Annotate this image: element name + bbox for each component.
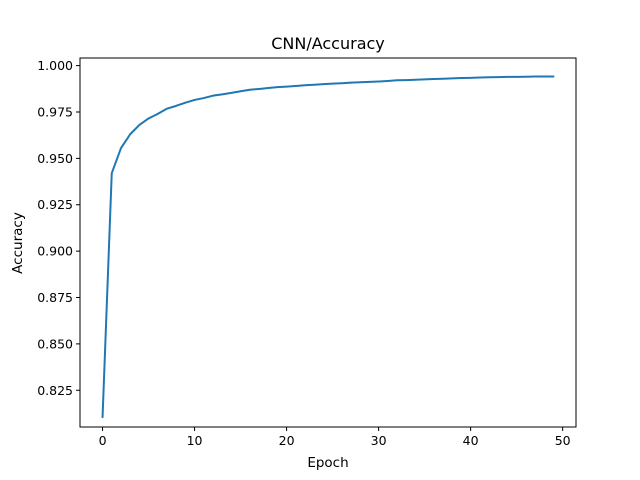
chart-title: CNN/Accuracy [271, 34, 385, 53]
x-tick-label: 20 [279, 433, 295, 448]
x-tick-label: 0 [99, 433, 107, 448]
x-tick-label: 40 [463, 433, 479, 448]
y-tick-label: 0.975 [37, 104, 73, 119]
x-tick-label: 10 [187, 433, 203, 448]
plot-area: 0 10 20 30 40 50 0.825 0.850 0.875 0.900 0.925 0.95… [37, 57, 577, 448]
y-tick-label: 0.900 [37, 244, 73, 259]
x-axis-label: Epoch [307, 455, 348, 471]
y-tick-label: 0.875 [37, 290, 73, 305]
x-tick-label: 30 [371, 433, 387, 448]
y-tick-label: 0.950 [37, 151, 73, 166]
series-line-0 [101, 75, 555, 419]
x-tick-label: 50 [555, 433, 571, 448]
y-tick-label: 0.925 [37, 197, 73, 212]
y-tick-label: 1.000 [37, 58, 73, 73]
y-axis-label: Accuracy [10, 212, 26, 274]
y-tick-label: 0.850 [37, 336, 73, 351]
axes-frame [79, 57, 577, 428]
y-tick-label: 0.825 [37, 383, 73, 398]
